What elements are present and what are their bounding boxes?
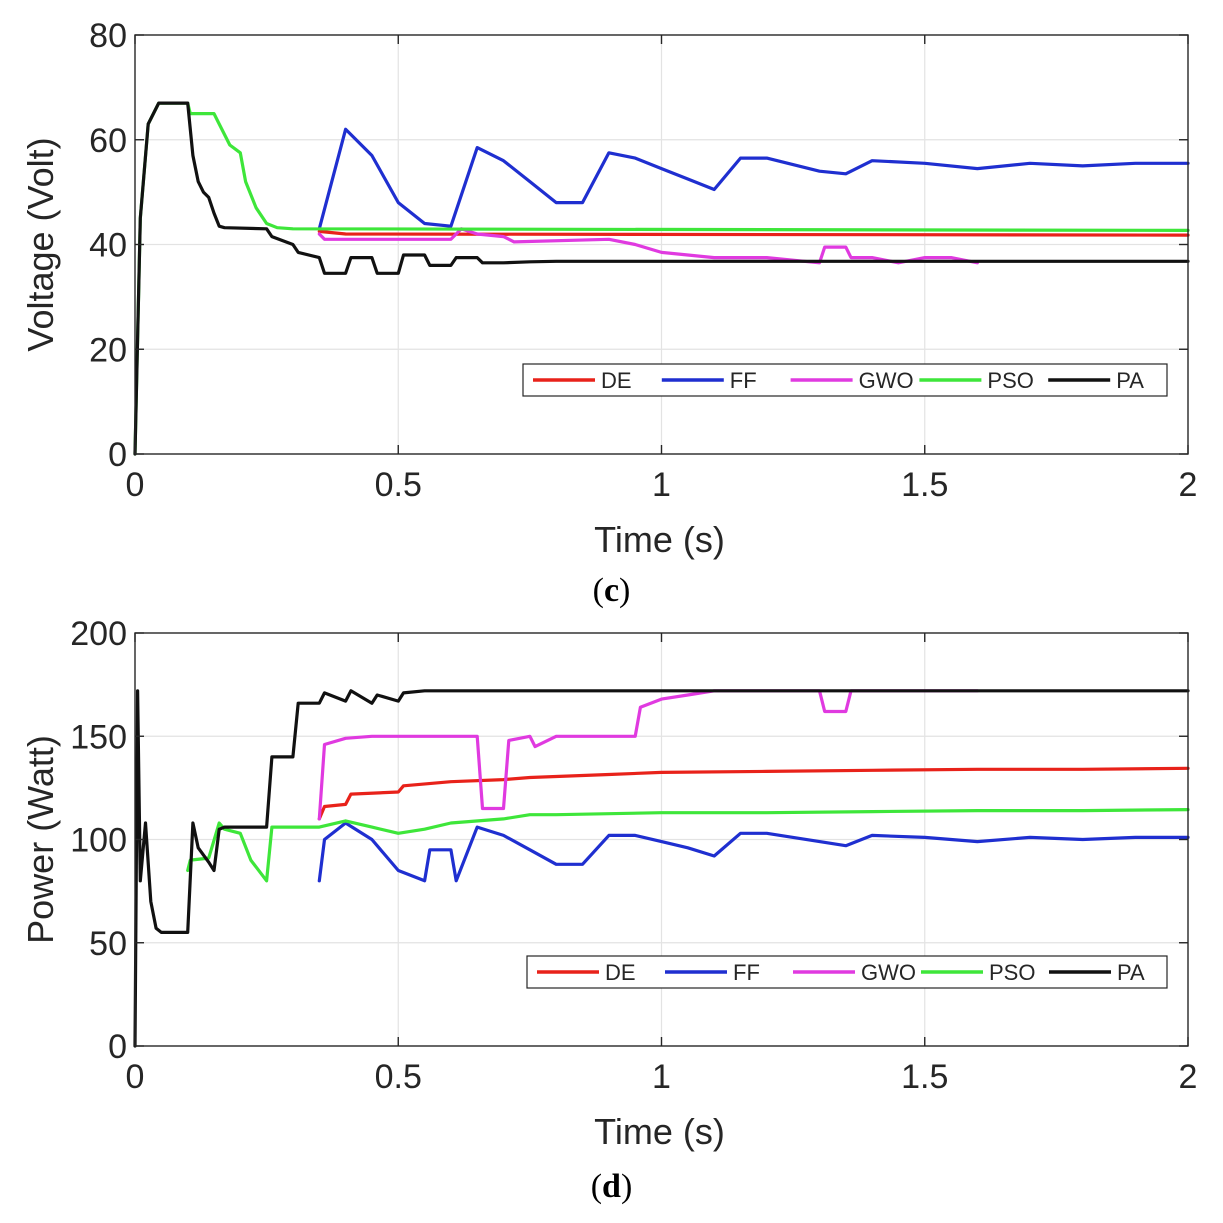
panel-d-ytick-label: 200: [70, 615, 127, 653]
panel-c-caption: (c): [592, 572, 631, 609]
panel-c-series-ff: [317, 127, 1190, 231]
panel-c-legend-label-ff: FF: [730, 368, 757, 393]
panel-d-series-pa: [133, 689, 1190, 1048]
panel-c-series-gwo: [317, 227, 980, 265]
panel-c-ytick-label: 0: [108, 436, 127, 474]
panel-d-x-axis-label: Time (s): [594, 1111, 725, 1152]
panel-d-legend-label-ff: FF: [733, 960, 760, 985]
panel-c-ytick-label: 40: [89, 227, 127, 265]
panel-d-legend-label-de: DE: [605, 960, 636, 985]
panel-d-xtick-label: 1: [652, 1058, 671, 1096]
panel-c-xtick-label: 2: [1179, 466, 1198, 504]
panel-d-series-pso: [186, 807, 1190, 883]
panel-d-legend-label-pso: PSO: [989, 960, 1035, 985]
panel-c-ytick-label: 80: [89, 17, 127, 55]
panel-c-legend-label-gwo: GWO: [859, 368, 914, 393]
panel-d-ytick-label: 100: [70, 822, 127, 860]
panel-d-chart: 0 0.5 1 1.5 2 0 50 100 150 200 Time (s) Power (Watt…: [20, 615, 1197, 1152]
panel-d-xtick-label: 0: [126, 1058, 145, 1096]
panel-d-caption: (d): [590, 1168, 633, 1205]
panel-c-legend-label-pa: PA: [1116, 368, 1144, 393]
panel-d-xtick-label: 1.5: [901, 1058, 948, 1096]
panel-d-xtick-label: 0.5: [375, 1058, 422, 1096]
panel-d-series-gwo: [317, 689, 980, 821]
panel-c-ytick-label: 60: [89, 122, 127, 160]
panel-d-ytick-label: 150: [70, 718, 127, 756]
panel-c-xtick-label: 1: [652, 466, 671, 504]
panel-c-series-pa: [133, 101, 1190, 456]
panel-c-xtick-label: 1.5: [901, 466, 948, 504]
panel-c-y-axis-label: Voltage (Volt): [20, 137, 61, 351]
panel-d-xtick-label: 2: [1179, 1058, 1198, 1096]
panel-c-caption-label: c: [603, 572, 620, 609]
panel-c-xtick-label: 0: [126, 466, 145, 504]
panel-d-legend-label-pa: PA: [1117, 960, 1145, 985]
panel-d-series-de: [317, 766, 1190, 821]
panel-d-legend-label-gwo: GWO: [861, 960, 916, 985]
panel-c-ytick-label: 20: [89, 331, 127, 369]
panel-c-xtick-label: 0.5: [375, 466, 422, 504]
panel-d-ytick-label: 0: [108, 1028, 127, 1066]
panel-c-legend-label-de: DE: [601, 368, 632, 393]
panel-c-series-de: [317, 229, 1190, 237]
panel-d-caption-label: d: [602, 1168, 621, 1205]
panel-d-series-ff: [317, 821, 1190, 883]
panel-c-legend: DE FF GWO PSO PA: [522, 363, 1168, 397]
panel-d-legend: DE FF GWO PSO PA: [526, 955, 1168, 989]
panel-d-y-axis-label: Power (Watt): [20, 735, 61, 944]
panel-d-ytick-label: 50: [89, 925, 127, 963]
panel-c-x-axis-label: Time (s): [594, 519, 725, 560]
panel-c-legend-label-pso: PSO: [987, 368, 1033, 393]
